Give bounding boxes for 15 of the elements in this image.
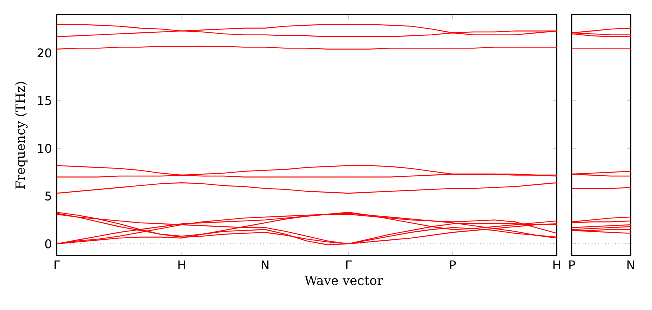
y-axis-title: Frequency (THz) — [15, 82, 28, 190]
y-tick-label: 15 — [38, 96, 52, 106]
x-tick-label: H — [554, 260, 560, 270]
x-tick-label: Γ — [346, 260, 352, 270]
x-tick-label: N — [628, 260, 634, 270]
y-tick-label: 0 — [45, 240, 52, 249]
y-tick-label: 20 — [38, 48, 52, 58]
x-tick-label: H — [178, 260, 186, 270]
x-axis-title: Wave vector — [304, 276, 384, 286]
x-tick-label: Γ — [54, 260, 60, 270]
x-tick-label: P — [450, 260, 456, 270]
y-tick-label: 5 — [46, 192, 52, 201]
y-tick-label: 10 — [38, 144, 52, 154]
x-tick-label: P — [570, 260, 576, 270]
x-tick-label: N — [262, 260, 269, 270]
